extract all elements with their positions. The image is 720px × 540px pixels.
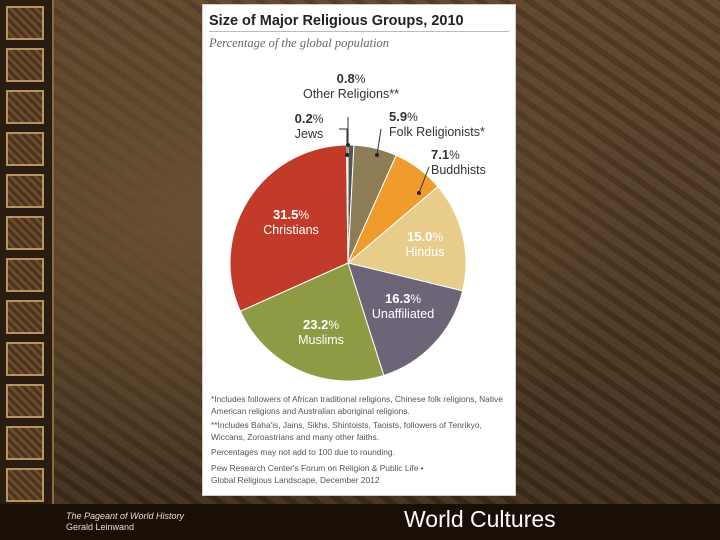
data-label-name-hindus: Hindus (406, 245, 445, 259)
data-label-value-unaffiliated: 16.3% (385, 291, 421, 306)
film-frame (6, 132, 44, 166)
chart-title: Size of Major Religious Groups, 2010 (209, 13, 464, 29)
leader-line-jews (339, 128, 348, 155)
data-label-value-christians: 31.5% (273, 207, 309, 222)
chart-panel: Size of Major Religious Groups, 2010 Per… (202, 4, 516, 496)
film-frame (6, 174, 44, 208)
data-label-value-hindus: 15.0% (407, 229, 443, 244)
pie-slice-hindus (346, 185, 467, 292)
film-frame (6, 90, 44, 124)
data-label-value-folk-religionists: 5.9% (389, 109, 418, 124)
data-label-value-muslims: 23.2% (303, 317, 339, 332)
leader-dot-jews (345, 153, 349, 157)
data-label-name-muslims: Muslims (298, 333, 344, 347)
footer-bar (0, 504, 720, 540)
data-label-name-unaffiliated: Unaffiliated (372, 307, 434, 321)
source-line-2: Global Religious Landscape, December 201… (211, 475, 380, 485)
footnote-rounding: Percentages may not add to 100 due to ro… (211, 447, 395, 457)
data-label-name-other-religions: Other Religions** (303, 87, 399, 101)
film-frame (6, 384, 44, 418)
data-label-value-other-religions: 0.8% (337, 71, 366, 86)
pie-slice-unaffiliated (347, 262, 464, 377)
footnote-other: **Includes Baha'is, Jains, Sikhs, Shinto… (211, 420, 482, 442)
slide-title: World Cultures (404, 506, 556, 532)
data-label-name-buddhists: Buddhists (431, 163, 486, 177)
pie-slice-christians (229, 144, 349, 312)
film-frame (6, 468, 44, 502)
pie-chart: 0.8%Other Religions** 5.9%Folk Religionis… (229, 71, 486, 382)
leader-line-buddhists (418, 166, 430, 194)
book-title: The Pageant of World History (66, 511, 185, 521)
chart-subtitle: Percentage of the global population (209, 36, 390, 50)
book-author: Gerald Leinwand (66, 522, 135, 532)
film-frame (6, 216, 44, 250)
source-line-1: Pew Research Center's Forum on Religion … (211, 463, 424, 473)
data-label-name-jews: Jews (295, 127, 323, 141)
data-label-value-buddhists: 7.1% (431, 147, 460, 162)
film-frame (6, 300, 44, 334)
film-frame (6, 258, 44, 292)
data-label-name-christians: Christians (263, 223, 319, 237)
film-frame (6, 342, 44, 376)
data-label-name-folk-religionists: Folk Religionists* (389, 125, 485, 139)
film-strip-decoration (0, 0, 54, 540)
title-divider (209, 31, 509, 32)
film-frame (6, 6, 44, 40)
pie-slice-muslims (239, 262, 385, 382)
film-frame (6, 426, 44, 460)
leader-dot-buddhists (417, 191, 421, 195)
leader-line-folk-religionists (376, 128, 382, 156)
leader-dot-folk-religionists (375, 153, 379, 157)
footnote-folk: *Includes followers of African tradition… (211, 394, 503, 416)
data-label-value-jews: 0.2% (295, 111, 324, 126)
film-frame (6, 48, 44, 82)
